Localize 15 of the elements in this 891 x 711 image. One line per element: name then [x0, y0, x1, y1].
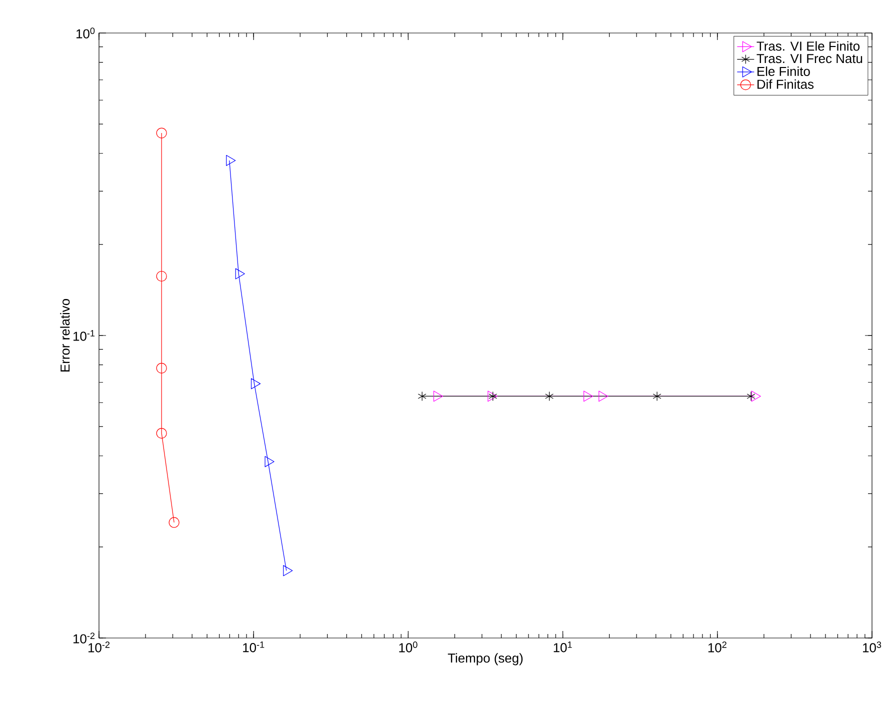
- x-tick-label: 10$^{-2}$: [88, 642, 110, 652]
- legend-label: Dif Finitas: [758, 79, 814, 89]
- y-tick-label: 10$^{0}$: [76, 28, 95, 38]
- x-tick-label: 10$^{-1}$: [243, 642, 264, 652]
- x-tick-label: 10$^{3}$: [863, 642, 882, 652]
- y-axis-title: Error relativo: [60, 299, 70, 372]
- x-axis-title: Tiempo (seg): [448, 653, 523, 666]
- x-tick-label: 10$^{0}$: [399, 642, 418, 652]
- y-tick-label: 10$^{-1}$: [73, 330, 95, 341]
- legend-label: Tras. VI Frec Natu: [756, 54, 862, 64]
- x-tick-label: 10$^{1}$: [554, 642, 572, 652]
- y-tick-label: 10$^{-2}$: [73, 632, 95, 644]
- legend-label: Ele Finito: [758, 66, 810, 76]
- legend-label: Tras. VI Ele Finito: [756, 41, 860, 51]
- x-tick-label: 10$^{2}$: [708, 642, 726, 652]
